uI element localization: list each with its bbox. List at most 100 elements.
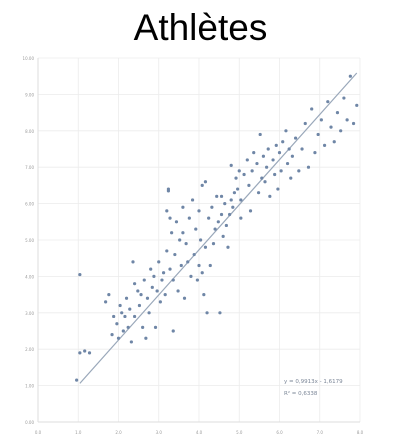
data-point [297,169,301,173]
data-point [171,278,175,282]
data-point [313,151,317,155]
data-point [339,129,343,133]
data-point [170,231,174,235]
data-point [133,314,137,319]
data-point [173,252,177,257]
data-point [158,300,162,304]
data-point [239,198,243,202]
data-point [83,349,87,353]
data-point [178,238,182,242]
data-point [165,249,169,253]
y-tick-label: 7.00 [25,165,34,170]
y-tick-label: 5.00 [25,238,34,243]
data-point [256,191,261,195]
data-point [224,223,228,228]
data-point [186,260,190,264]
data-point [290,154,294,158]
data-point [112,314,116,319]
data-point [348,74,352,78]
data-point [279,169,283,173]
data-point [277,151,282,155]
data-point [239,216,243,220]
x-tick-label: 6.0 [276,430,283,435]
data-point [129,340,133,344]
data-point [332,140,336,144]
data-point [285,161,290,166]
x-tick-label: 8.0 [357,430,364,435]
data-point [263,180,267,184]
data-point [155,289,159,293]
data-point [255,161,259,166]
y-tick-label: 8.00 [25,129,34,134]
data-point [199,238,203,242]
data-point [137,303,142,308]
data-point [150,285,154,289]
data-point [289,176,293,180]
data-point [110,333,114,337]
data-point [187,216,191,220]
data-point [300,147,304,151]
data-point [284,129,288,133]
x-tick-label: 1.0 [75,430,82,435]
data-point [75,378,79,382]
data-point [197,263,201,268]
data-point [190,198,195,202]
data-point [161,271,166,275]
data-point [218,311,222,315]
x-tick-label: 5.0 [236,430,243,435]
data-point [271,158,275,162]
data-point [192,252,196,257]
data-point [123,314,127,319]
data-point [261,154,265,158]
data-point [126,325,130,329]
data-point [203,245,208,249]
data-point [78,272,82,277]
data-point [118,303,122,308]
data-point [316,132,320,137]
data-point [200,271,204,275]
data-point [226,245,230,249]
data-point [157,260,161,264]
data-point [189,274,193,278]
data-point [335,111,340,115]
data-point [266,147,270,151]
data-point [219,194,224,198]
data-point [181,231,185,235]
y-tick-label: 4.00 [25,274,34,279]
data-point [273,172,277,177]
data-point [232,191,237,195]
data-point [303,121,307,126]
data-point [115,322,119,326]
data-point [78,351,82,355]
data-point [203,180,208,184]
data-point [205,311,209,315]
data-point [223,202,227,206]
data-point [234,176,238,180]
data-point [245,158,249,162]
data-point [165,209,169,213]
data-point [219,212,224,217]
data-point [160,278,164,282]
data-point [342,96,346,100]
x-tick-label: 4.0 [196,430,203,435]
data-point [294,136,298,140]
data-point [142,278,146,282]
data-point [310,107,314,111]
data-point [121,329,125,333]
data-point [136,289,140,293]
data-point [171,329,175,333]
data-point [221,234,225,238]
data-point [207,216,211,220]
data-point [184,242,188,246]
data-point [195,278,199,282]
data-point [149,267,153,271]
data-point [168,216,172,220]
data-point [197,209,201,213]
data-point [215,194,219,198]
data-point [107,293,111,297]
data-point [120,311,124,315]
data-point [351,121,356,126]
data-point [229,163,233,167]
x-tick-label: 0.0 [35,430,42,435]
data-point [281,140,285,144]
